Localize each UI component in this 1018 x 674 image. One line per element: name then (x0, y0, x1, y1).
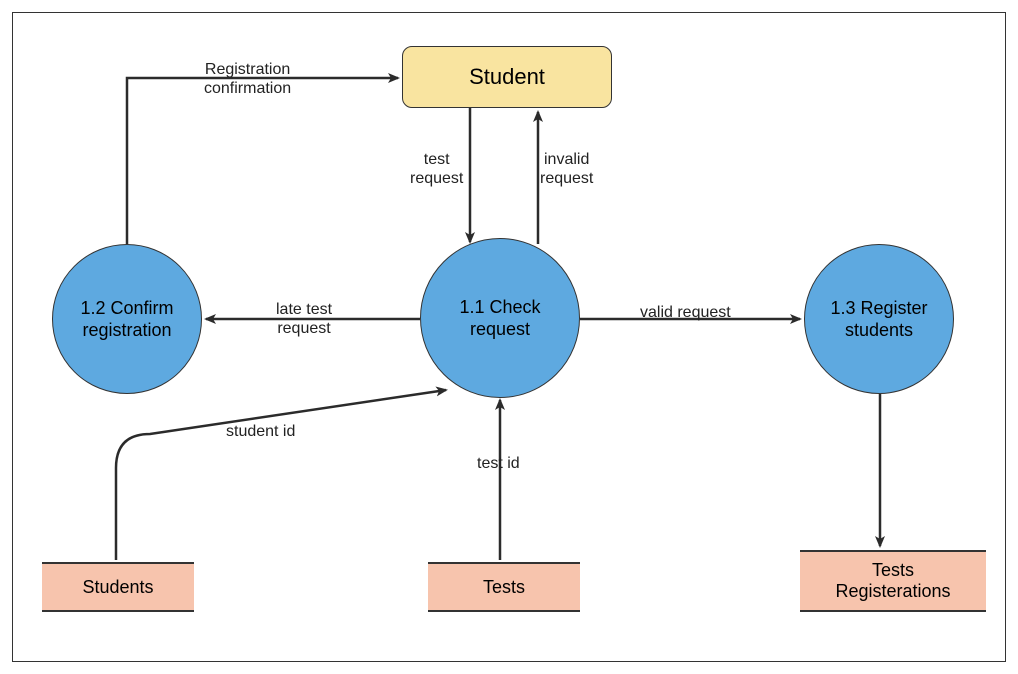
datastore-tests-label: Tests (483, 577, 525, 598)
process-1-2-confirm-registration: 1.2 Confirm registration (52, 244, 202, 394)
datastore-students: Students (42, 562, 194, 612)
dfd-canvas: Student 1.1 Check request 1.2 Confirm re… (0, 0, 1018, 674)
edge-label-test-request: test request (410, 150, 463, 188)
datastore-tests-registrations-label: Tests Registerations (835, 560, 950, 602)
entity-student-label: Student (469, 64, 545, 90)
process-1-1-check-request: 1.1 Check request (420, 238, 580, 398)
process-1-2-label: 1.2 Confirm registration (80, 297, 173, 342)
datastore-tests-registrations: Tests Registerations (800, 550, 986, 612)
datastore-students-label: Students (82, 577, 153, 598)
process-1-3-label: 1.3 Register students (830, 297, 927, 342)
edge-label-registration-confirmation: Registration confirmation (204, 60, 291, 98)
edge-label-test-id: test id (477, 454, 520, 473)
entity-student: Student (402, 46, 612, 108)
edge-label-late-test-request: late test request (276, 300, 332, 338)
datastore-tests: Tests (428, 562, 580, 612)
edge-label-student-id: student id (226, 422, 295, 441)
edge-label-valid-request: valid request (640, 303, 731, 322)
process-1-1-label: 1.1 Check request (459, 296, 540, 341)
edge-label-invalid-request: invalid request (540, 150, 593, 188)
process-1-3-register-students: 1.3 Register students (804, 244, 954, 394)
